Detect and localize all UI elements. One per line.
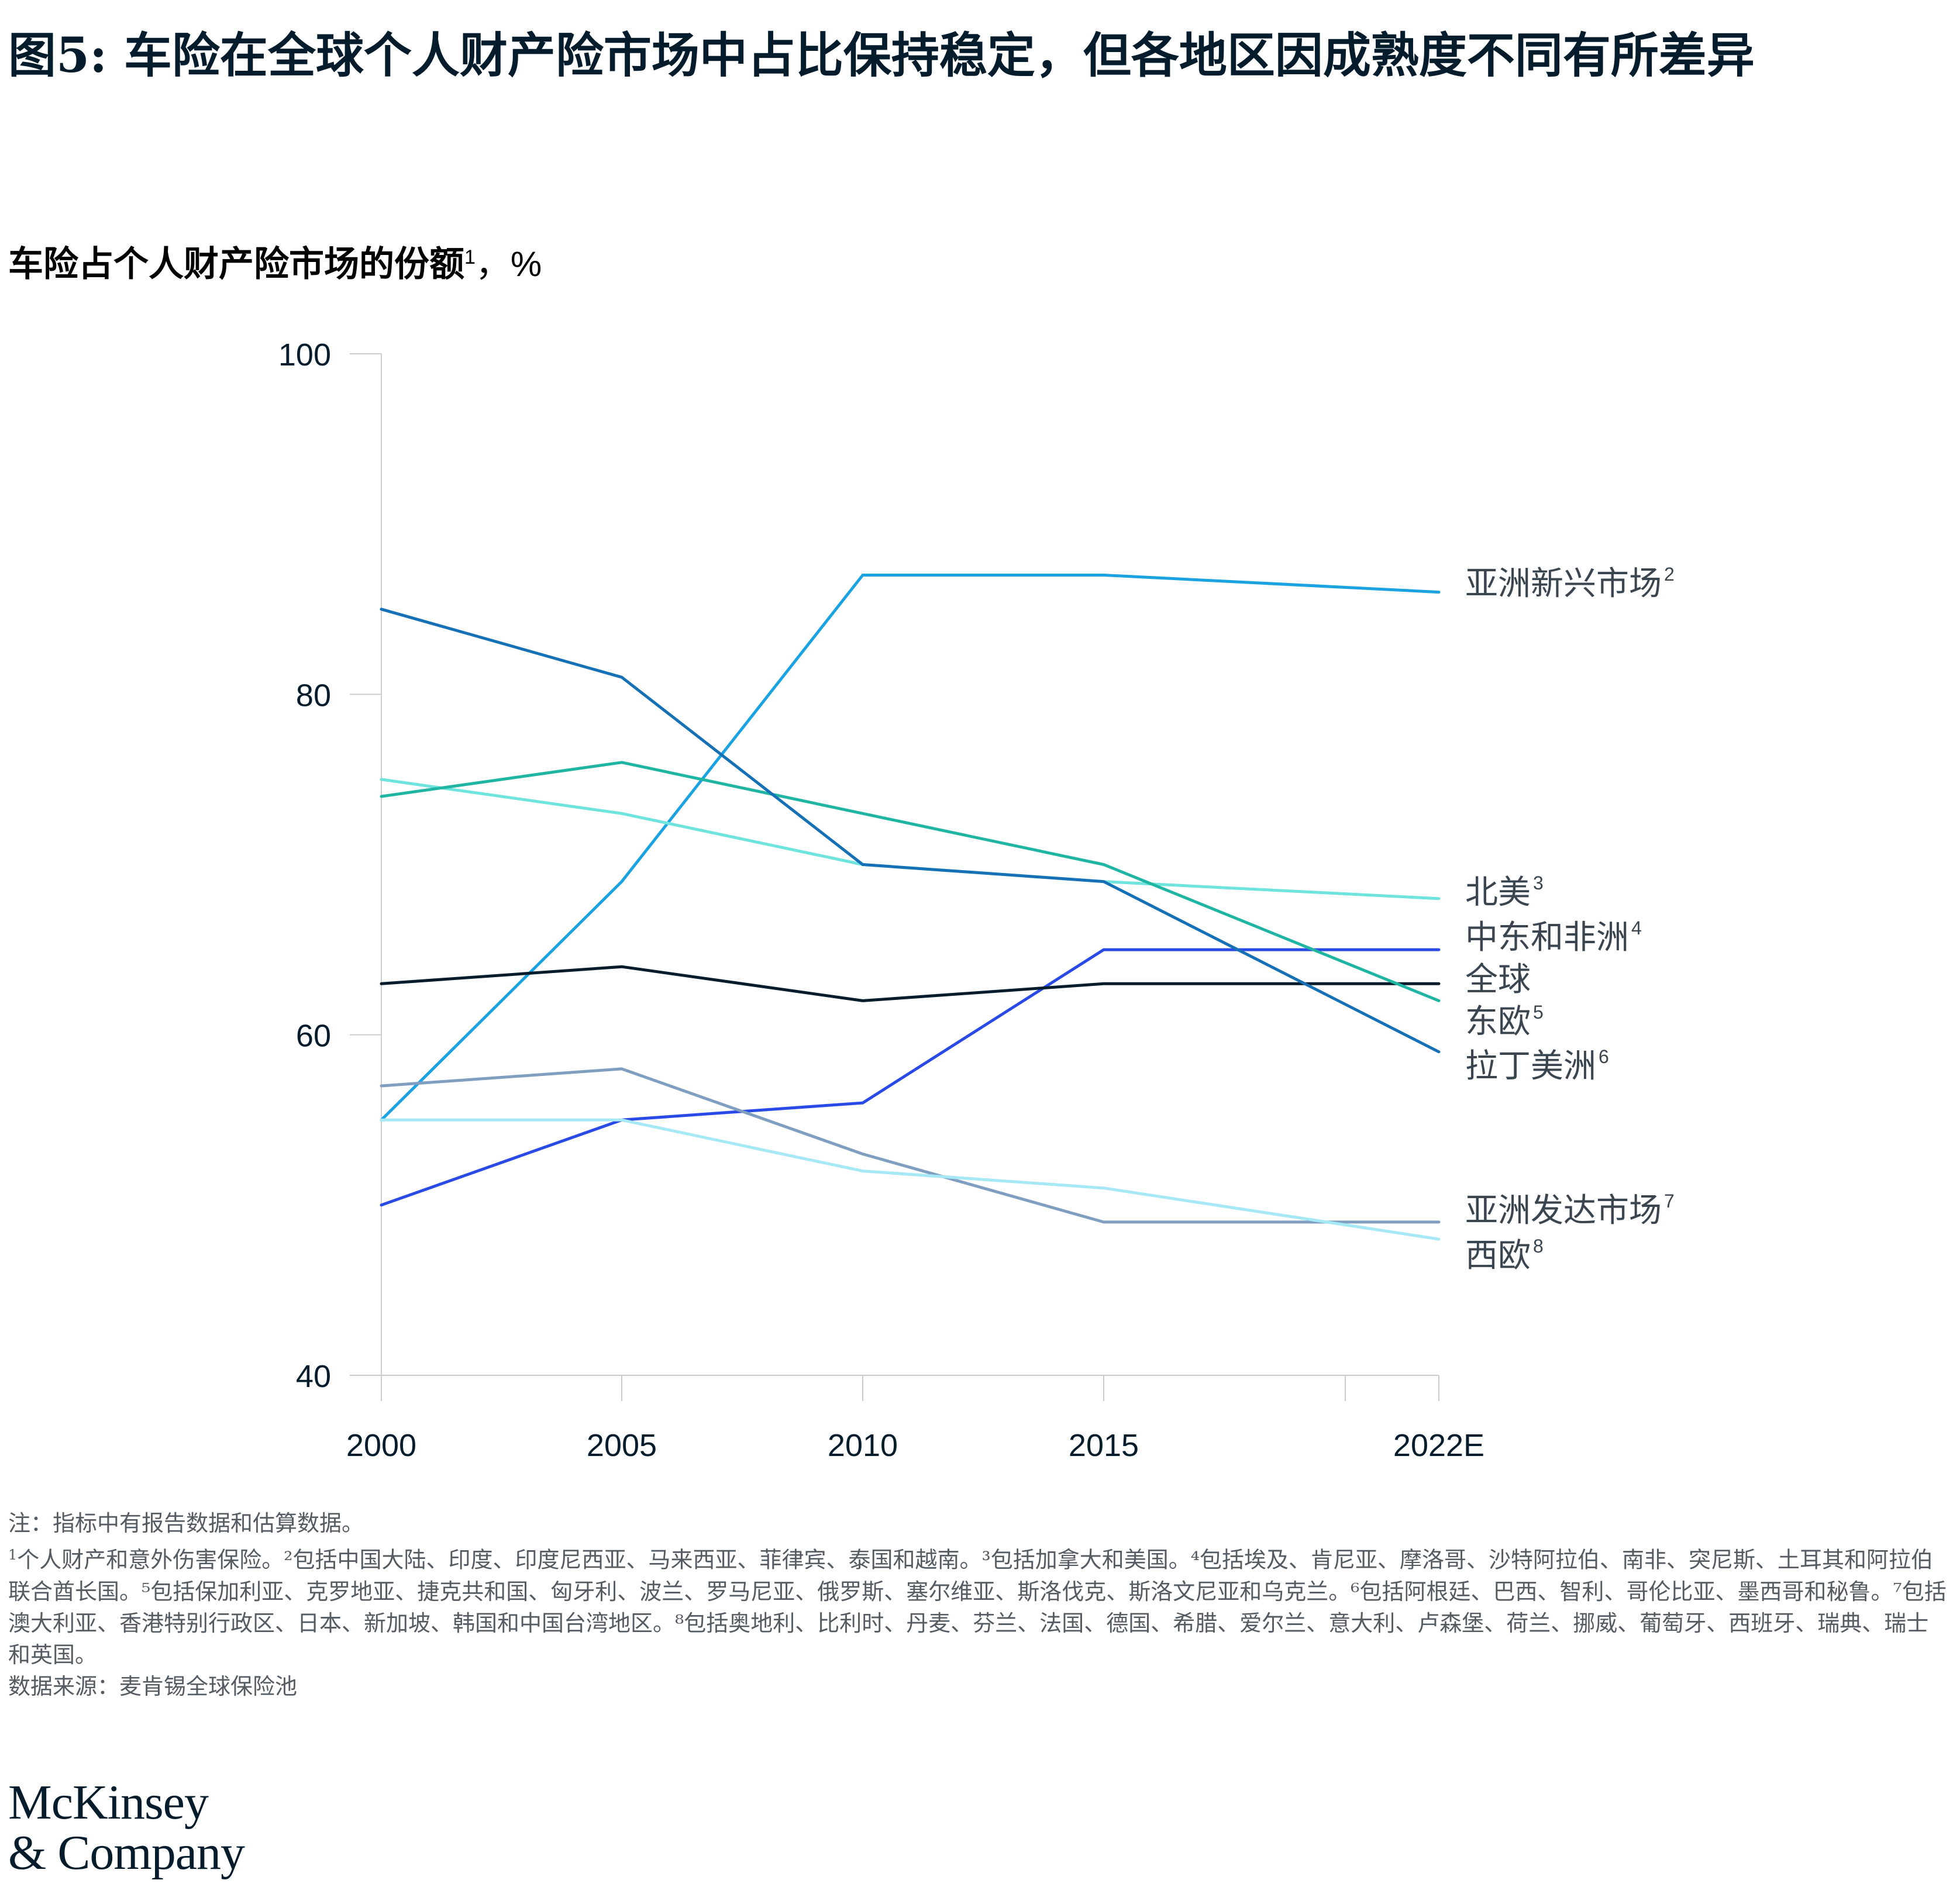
logo-line-1: McKinsey (8, 1775, 209, 1830)
series-label-footnote: 5 (1533, 1002, 1544, 1023)
series-label: 拉丁美洲 6 (1465, 1046, 1609, 1085)
series-label: 全球 (1465, 961, 1531, 999)
page-title: 图5: 车险在全球个人财产险市场中占比保持稳定，但各地区因成熟度不同有所差异 (8, 27, 1755, 84)
series-label-footnote: 2 (1664, 564, 1675, 585)
footnote-mark: 1 (8, 1547, 18, 1563)
series-label-footnote: 8 (1533, 1236, 1544, 1257)
footnote-definitions: 1个人财产和意外伤害保险。²包括中国大陆、印度、印度尼西亚、马来西亚、菲律宾、泰… (8, 1539, 1950, 1671)
series-label-name: 拉丁美洲 (1465, 1047, 1596, 1085)
series-label-footnote: 3 (1533, 872, 1544, 893)
mckinsey-logo: McKinsey & Company (8, 1775, 245, 1880)
y-tick-label: 40 (296, 1359, 331, 1394)
logo-line-2: & Company (8, 1826, 245, 1880)
x-tick-label: 2010 (828, 1428, 898, 1463)
y-tick-label: 100 (278, 337, 331, 372)
series-label-footnote: 4 (1631, 917, 1642, 939)
series-label-name: 亚洲新兴市场 (1465, 565, 1662, 603)
chart-subtitle: 车险占个人财产险市场的份额1，% (8, 234, 542, 288)
x-tick-label: 2015 (1069, 1428, 1139, 1463)
series-label-name: 全球 (1465, 961, 1531, 999)
series-label-name: 北美 (1465, 874, 1531, 912)
series-label-footnote: 7 (1664, 1191, 1675, 1212)
x-tick-label: 2005 (587, 1428, 657, 1463)
series-line (380, 574, 1441, 1122)
series-line (380, 1067, 1441, 1224)
series-line (380, 1118, 1441, 1241)
series-label: 北美 3 (1465, 872, 1544, 912)
series-label-name: 中东和非洲 (1465, 919, 1629, 957)
series-line (380, 778, 1441, 901)
series-label-name: 西欧 (1465, 1237, 1531, 1275)
chart-series-lines (380, 574, 1441, 1241)
series-label: 亚洲新兴市场 2 (1465, 564, 1675, 603)
footnote-note: 注：指标中有报告数据和估算数据。 (8, 1510, 364, 1536)
series-label: 东欧 5 (1465, 1002, 1544, 1041)
series-line (380, 761, 1441, 1002)
chart-axes: 40 60 80 100 2000 2005 2010 2015 2022E (278, 337, 1484, 1463)
series-line (380, 948, 1441, 1207)
footnote-definitions-text: 个人财产和意外伤害保险。²包括中国大陆、印度、印度尼西亚、马来西亚、菲律宾、泰国… (8, 1547, 1947, 1668)
chart-subtitle-footnote-mark: 1 (464, 246, 476, 268)
chart-subtitle-text: 车险占个人财产险市场的份额 (8, 244, 464, 285)
line-chart: 40 60 80 100 2000 2005 2010 2015 2022E 亚洲新兴市场 2 北美… (278, 337, 1675, 1463)
series-label-footnote: 6 (1599, 1046, 1609, 1067)
series-label: 西欧 8 (1465, 1236, 1544, 1275)
y-tick-label: 80 (296, 678, 331, 713)
footnote-source: 数据来源：麦肯锡全球保险池 (8, 1673, 298, 1699)
series-label-name: 东欧 (1465, 1003, 1531, 1041)
y-tick-label: 60 (296, 1019, 331, 1054)
series-line (380, 608, 1441, 1054)
series-line (380, 965, 1441, 1002)
x-tick-label: 2000 (346, 1428, 416, 1463)
series-label: 亚洲发达市场 7 (1465, 1191, 1675, 1230)
series-label-name: 亚洲发达市场 (1465, 1192, 1662, 1230)
series-label: 中东和非洲 4 (1465, 917, 1642, 957)
chart-subtitle-unit: ，% (475, 244, 542, 284)
footnotes: 注：指标中有报告数据和估算数据。 1个人财产和意外伤害保险。²包括中国大陆、印度… (8, 1507, 1950, 1702)
x-tick-label: 2022E (1393, 1428, 1484, 1463)
